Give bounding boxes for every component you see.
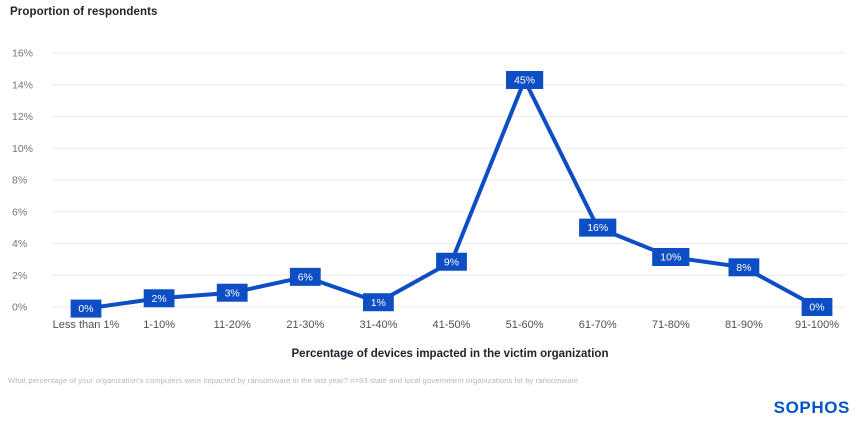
- x-tick-label: 21-30%: [286, 319, 324, 331]
- x-axis-title: Percentage of devices impacted in the vi…: [291, 348, 609, 360]
- x-tick-label: Less than 1%: [53, 319, 120, 331]
- sophos-logo: SOPHOS: [773, 398, 850, 417]
- x-tick-label: 61-70%: [579, 319, 617, 331]
- y-tick-label: 14%: [12, 79, 33, 91]
- line-chart: 0% 2% 4% 6% 8% 10% 12% 14% 16% 0% 2% 3% 6% 1% 9% 45% 16%…: [12, 48, 846, 331]
- y-tick-label: 6%: [12, 206, 27, 218]
- y-tick-label: 16%: [12, 48, 33, 60]
- x-tick-label: 91-100%: [795, 319, 839, 331]
- survey-footnote: What percentage of your organization's c…: [8, 376, 579, 385]
- x-tick-label: 71-80%: [652, 319, 690, 331]
- data-label: 0%: [78, 303, 93, 315]
- data-label-box: [728, 258, 760, 277]
- data-label: 8%: [736, 262, 751, 274]
- data-label: 6%: [298, 271, 313, 283]
- data-label: 10%: [660, 252, 681, 264]
- data-label-box: [70, 299, 102, 318]
- x-tick-label: 81-90%: [725, 319, 763, 331]
- data-label: 45%: [514, 75, 535, 87]
- data-label: 3%: [225, 287, 240, 299]
- data-label: 16%: [587, 222, 608, 234]
- data-label: 0%: [809, 302, 824, 314]
- data-label-box: [652, 247, 690, 266]
- y-tick-label: 2%: [12, 270, 27, 282]
- x-tick-label: 31-40%: [359, 319, 397, 331]
- x-tick-label: 11-20%: [214, 319, 251, 331]
- data-label-box: [143, 289, 175, 308]
- data-label-box: [801, 298, 833, 316]
- data-label: 2%: [152, 293, 167, 305]
- y-tick-label: 12%: [12, 111, 33, 123]
- x-tick-label: 41-50%: [433, 319, 471, 331]
- x-tick-label: 51-60%: [506, 319, 544, 331]
- data-series-line: [85, 75, 818, 311]
- chart-title: Proportion of respondents: [10, 6, 158, 18]
- data-label: 1%: [371, 297, 386, 309]
- data-label-box: [216, 283, 248, 302]
- y-tick-label: 4%: [12, 238, 27, 250]
- data-label: 9%: [444, 256, 459, 268]
- y-tick-label: 8%: [12, 175, 27, 187]
- data-label-box: [506, 70, 544, 89]
- y-tick-label: 0%: [12, 302, 27, 314]
- y-tick-label: 10%: [12, 143, 33, 155]
- x-tick-label: 1-10%: [143, 319, 175, 331]
- data-label-box: [579, 218, 617, 237]
- data-label-box: [363, 293, 394, 312]
- data-label-box: [436, 252, 467, 271]
- data-label-box: [289, 267, 321, 286]
